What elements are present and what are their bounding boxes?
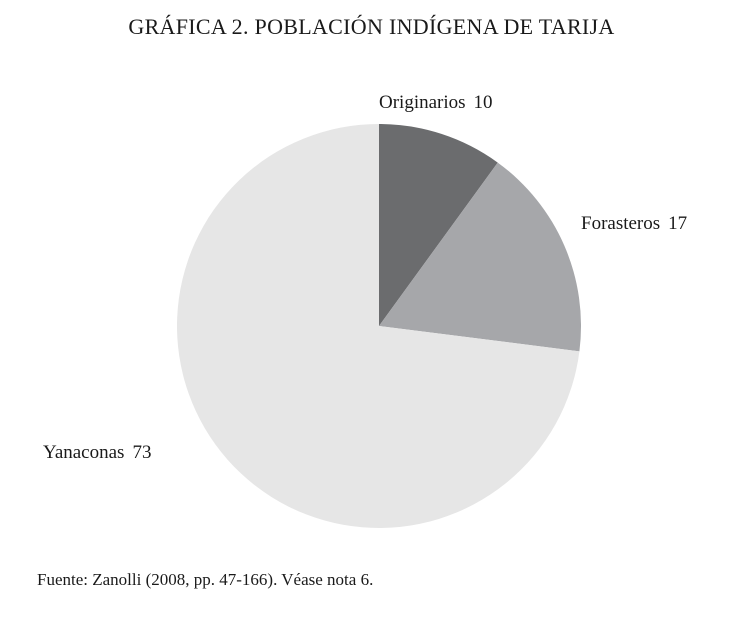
slice-value: 17 xyxy=(668,213,687,234)
slice-name: Originarios xyxy=(379,92,466,113)
source-note: Fuente: Zanolli (2008, pp. 47-166). Véas… xyxy=(37,570,374,589)
pie-slice-forasteros xyxy=(379,162,582,352)
pie-label-originarios: Originarios 10 xyxy=(379,92,493,113)
chart-title: GRÁFICA 2. POBLACIÓN INDÍGENA DE TARIJA xyxy=(128,14,615,39)
slice-name: Yanaconas xyxy=(43,442,124,463)
pie-labels: Originarios 10 Forasteros 17 Yanaconas 73 xyxy=(43,92,687,463)
slice-value: 73 xyxy=(132,442,151,463)
slice-value: 10 xyxy=(474,92,493,113)
pie-label-yanaconas: Yanaconas 73 xyxy=(43,442,151,463)
slice-name: Forasteros xyxy=(581,213,660,234)
pie-slice-originarios xyxy=(379,124,498,326)
pie-label-forasteros: Forasteros 17 xyxy=(581,213,687,234)
pie-slices xyxy=(177,124,582,528)
pie-slice-yanaconas xyxy=(177,124,580,528)
